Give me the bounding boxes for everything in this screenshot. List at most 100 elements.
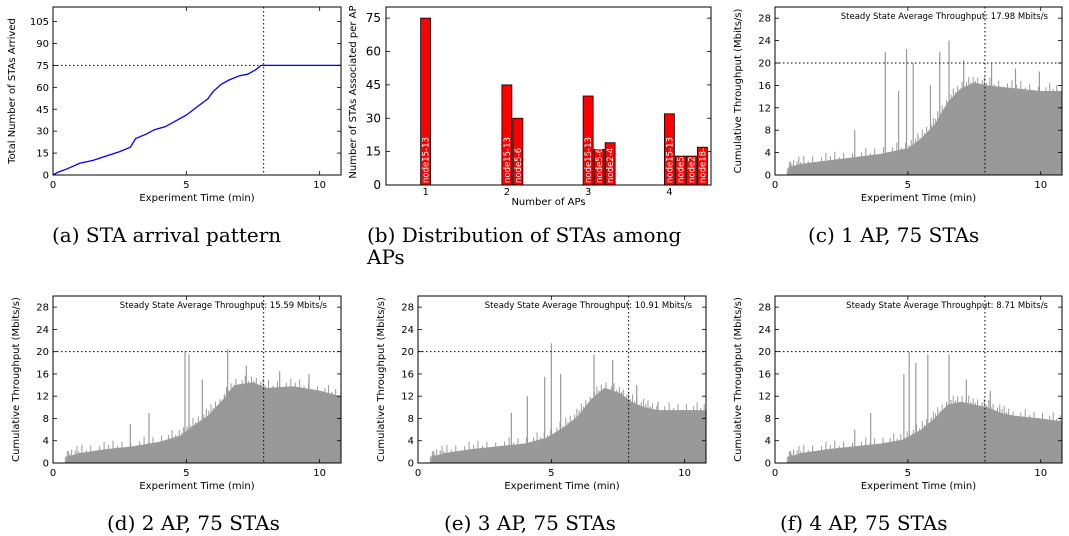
chart-f-ytick-label: 4 bbox=[765, 436, 771, 447]
caption-e: (e) 3 AP, 75 STAs bbox=[444, 511, 616, 535]
chart-a-ytick-label: 60 bbox=[36, 83, 49, 94]
chart-d-ytick-label: 20 bbox=[36, 347, 49, 358]
chart-b-bar-label: node15-13 bbox=[584, 137, 594, 183]
chart-a: 0 15 30 45 60 75 90 105 0 5 10 Experiment Time (min… bbox=[7, 6, 342, 204]
chart-e-ytick-label: 16 bbox=[401, 369, 414, 380]
chart-e-ytick-label: 28 bbox=[401, 303, 414, 314]
chart-b-xtick-label: 2 bbox=[504, 187, 510, 198]
chart-c-ytick-label: 24 bbox=[758, 36, 771, 47]
chart-c-ytick-label: 4 bbox=[765, 148, 771, 159]
chart-a-ytick-label: 105 bbox=[30, 17, 49, 28]
chart-f-xtick-label: 5 bbox=[905, 468, 911, 479]
chart-a-ytick-label: 15 bbox=[36, 149, 49, 160]
chart-b-ytick-label: 45 bbox=[366, 78, 381, 92]
caption-c: (c) 1 AP, 75 STAs bbox=[808, 223, 980, 247]
chart-c-area bbox=[787, 82, 1062, 175]
chart-a-xtick-label: 5 bbox=[183, 180, 189, 191]
chart-d-xtick-label: 5 bbox=[183, 468, 189, 479]
chart-d-xtick-label: 10 bbox=[313, 468, 326, 479]
chart-a-ytick-label: 0 bbox=[43, 171, 49, 182]
chart-c-xtick-label: 0 bbox=[772, 180, 778, 191]
chart-b-bar-label: node5-6 bbox=[676, 148, 686, 183]
chart-a-xlabel: Experiment Time (min) bbox=[139, 193, 254, 204]
chart-e-axes-frame bbox=[417, 295, 707, 464]
caption-b-line1: (b) Distribution of STAs among bbox=[367, 223, 682, 247]
chart-a-ytick-label: 30 bbox=[36, 127, 49, 138]
chart-a-ylabel: Total Number of STAs Arrived bbox=[7, 18, 18, 165]
chart-d: 0 4 8 12 16 20 24 28 0 5 10 Experiment Time (min) Cu… bbox=[11, 295, 342, 492]
chart-b-bar-label: node15-13 bbox=[665, 137, 675, 183]
chart-f-ytick-label: 0 bbox=[765, 459, 771, 470]
chart-e-xtick-label: 0 bbox=[415, 468, 421, 479]
chart-e-xtick-label: 10 bbox=[678, 468, 691, 479]
chart-c: 0 4 8 12 16 20 24 28 0 5 10 Experiment Time (min) Cu… bbox=[733, 6, 1063, 204]
chart-d-ytick-label: 24 bbox=[36, 325, 49, 336]
chart-b-xtick-label: 4 bbox=[666, 187, 672, 198]
chart-d-ytick-label: 28 bbox=[36, 303, 49, 314]
chart-a-axes-frame bbox=[52, 6, 342, 176]
chart-d-area bbox=[65, 382, 341, 463]
chart-d-ytick-label: 12 bbox=[36, 392, 49, 403]
chart-e-ytick-label: 12 bbox=[401, 392, 414, 403]
chart-e-xtick-label: 5 bbox=[548, 468, 554, 479]
chart-b-axes-frame bbox=[385, 6, 712, 186]
caption-b-line2: APs bbox=[367, 245, 405, 269]
chart-e-ytick-label: 0 bbox=[408, 459, 414, 470]
chart-b-xtick-label: 3 bbox=[585, 187, 591, 198]
chart-b-bar-label: node15-13 bbox=[422, 137, 432, 183]
chart-d-ytick-label: 4 bbox=[43, 436, 49, 447]
chart-b-bar-label: node5-6 bbox=[595, 148, 605, 183]
chart-f-xlabel: Experiment Time (min) bbox=[861, 481, 976, 492]
chart-f-ytick-label: 12 bbox=[758, 392, 771, 403]
chart-c-ylabel: Cumulative Throughput (Mbits/s) bbox=[733, 9, 744, 174]
chart-f-xtick-label: 0 bbox=[772, 468, 778, 479]
chart-b-xlabel: Number of APs bbox=[511, 197, 585, 208]
chart-c-ytick-label: 8 bbox=[765, 126, 771, 137]
caption-a: (a) STA arrival pattern bbox=[52, 223, 282, 247]
chart-e-ylabel: Cumulative Throughput (Mbits/s) bbox=[376, 297, 387, 462]
chart-c-xtick-label: 5 bbox=[905, 180, 911, 191]
chart-d-axes-frame bbox=[52, 295, 342, 464]
chart-b-xtick-label: 1 bbox=[422, 187, 428, 198]
chart-b-ytick-label: 30 bbox=[366, 111, 381, 125]
chart-b-bar-label: node2-4 bbox=[606, 148, 616, 183]
chart-e-ytick-label: 4 bbox=[408, 436, 414, 447]
chart-e-annotation: Steady State Average Throughput: 10.91 M… bbox=[485, 301, 693, 311]
chart-c-ytick-label: 0 bbox=[765, 171, 771, 182]
chart-f-ytick-label: 28 bbox=[758, 303, 771, 314]
chart-c-ytick-label: 16 bbox=[758, 81, 771, 92]
chart-a-xtick-label: 10 bbox=[313, 180, 326, 191]
chart-b-ytick-label: 15 bbox=[366, 145, 381, 159]
caption-d: (d) 2 AP, 75 STAs bbox=[107, 511, 280, 535]
chart-f-ytick-label: 20 bbox=[758, 347, 771, 358]
chart-e-xlabel: Experiment Time (min) bbox=[504, 481, 619, 492]
chart-e-ytick-label: 20 bbox=[401, 347, 414, 358]
chart-c-ytick-label: 12 bbox=[758, 103, 771, 114]
chart-f-xtick-label: 10 bbox=[1034, 468, 1047, 479]
chart-d-annotation: Steady State Average Throughput: 15.59 M… bbox=[120, 301, 328, 311]
chart-c-ytick-label: 20 bbox=[758, 59, 771, 70]
chart-c-ytick-label: 28 bbox=[758, 14, 771, 25]
chart-c-axes-frame bbox=[774, 6, 1063, 176]
chart-d-ytick-label: 16 bbox=[36, 369, 49, 380]
chart-b-ytick-label: 60 bbox=[366, 45, 381, 59]
chart-c-xtick-label: 10 bbox=[1034, 180, 1047, 191]
chart-a-ytick-label: 45 bbox=[36, 105, 49, 116]
chart-f-ytick-label: 16 bbox=[758, 369, 771, 380]
chart-f-ylabel: Cumulative Throughput (Mbits/s) bbox=[733, 297, 744, 462]
chart-a-xtick-label: 0 bbox=[50, 180, 56, 191]
chart-b-ytick-label: 0 bbox=[373, 178, 381, 192]
chart-d-ytick-label: 8 bbox=[43, 414, 49, 425]
chart-e-ytick-label: 24 bbox=[401, 325, 414, 336]
chart-f: 0 4 8 12 16 20 24 28 0 5 10 Experiment Time (min) Cu… bbox=[733, 295, 1063, 492]
chart-a-series-line bbox=[52, 64, 341, 176]
chart-b-ylabel: Number of STAs Associated per AP bbox=[348, 5, 359, 178]
chart-c-xlabel: Experiment Time (min) bbox=[861, 193, 976, 204]
chart-e: 0 4 8 12 16 20 24 28 0 5 10 Experiment Time (min) Cu… bbox=[376, 295, 707, 492]
caption-f: (f) 4 AP, 75 STAs bbox=[780, 511, 948, 535]
chart-f-axes-frame bbox=[774, 295, 1063, 464]
chart-b-bar-label: node15-13 bbox=[503, 137, 513, 183]
chart-a-ytick-label: 75 bbox=[36, 61, 49, 72]
